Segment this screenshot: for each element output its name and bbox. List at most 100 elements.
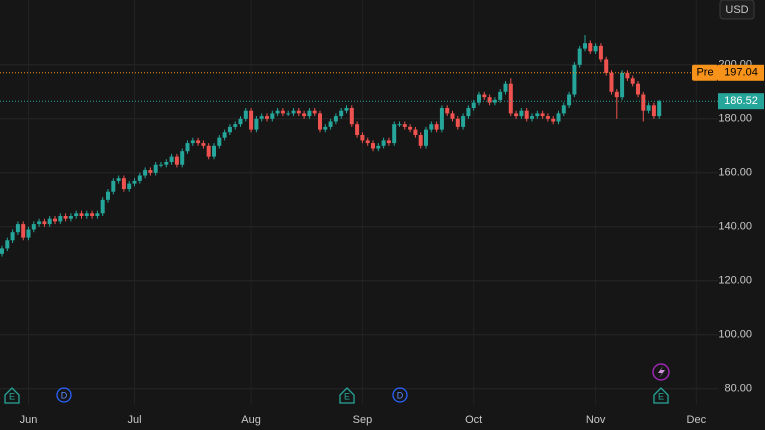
candle-body <box>212 145 216 157</box>
candle <box>137 172 142 184</box>
candle <box>222 129 227 141</box>
candle-body <box>174 156 179 165</box>
candle-body <box>609 72 614 92</box>
candle <box>588 40 593 54</box>
candle <box>614 89 619 119</box>
candle-body <box>15 224 20 233</box>
candle <box>392 121 397 146</box>
candle-body <box>408 126 413 130</box>
candle-body <box>270 113 275 119</box>
candle <box>503 81 508 95</box>
candle-body <box>63 216 68 219</box>
candle-body <box>620 72 625 98</box>
last-price-label: 186.52 <box>724 95 758 107</box>
candle-body <box>206 145 211 157</box>
candle <box>551 116 556 125</box>
candle <box>492 97 497 106</box>
candle-body <box>275 110 280 114</box>
candle-body <box>471 102 476 108</box>
event-marker[interactable]: E <box>4 387 20 404</box>
event-marker[interactable]: D <box>56 387 72 403</box>
candle <box>418 132 423 149</box>
candle <box>508 78 513 117</box>
candle-body <box>68 216 73 219</box>
currency-box[interactable] <box>719 0 755 20</box>
candle <box>646 102 651 114</box>
candle-body <box>238 118 243 125</box>
candle <box>190 137 195 146</box>
candle <box>148 167 153 176</box>
candle-body <box>651 105 656 117</box>
candle-body <box>159 164 163 166</box>
candle-body <box>328 121 333 127</box>
candle-body <box>349 108 354 125</box>
lightning-icon[interactable] <box>652 363 670 381</box>
candle-body <box>0 248 4 254</box>
x-tick-label: Aug <box>241 414 261 426</box>
candle-body <box>630 78 635 84</box>
candle-body <box>307 110 312 117</box>
candle <box>106 189 110 203</box>
candle-body <box>95 213 100 216</box>
candle-body <box>318 113 322 130</box>
candle <box>212 143 216 160</box>
candle-body <box>625 72 630 79</box>
candle-body <box>646 105 651 111</box>
candle-body <box>439 108 444 130</box>
candle <box>21 221 26 241</box>
candle-body <box>280 110 285 114</box>
y-tick-label: 180.00 <box>718 113 752 125</box>
candle-body <box>185 143 190 152</box>
candle-body <box>386 140 391 144</box>
candle-body <box>588 43 593 52</box>
candle <box>630 75 635 87</box>
candle-body <box>577 48 582 65</box>
candle-body <box>296 110 301 114</box>
candle <box>487 94 492 106</box>
candle <box>121 175 126 192</box>
event-marker[interactable]: E <box>653 387 669 404</box>
candle-body <box>143 170 148 176</box>
candle <box>111 178 116 195</box>
candle <box>254 116 259 133</box>
x-tick-label: Sep <box>353 414 373 426</box>
candle <box>461 113 466 130</box>
candle <box>477 91 481 106</box>
candle-body <box>323 126 328 130</box>
candle <box>58 213 63 225</box>
candle-body <box>265 116 269 119</box>
candle <box>386 137 391 146</box>
candle-body <box>84 213 89 216</box>
candle-body <box>376 145 381 149</box>
candle <box>349 105 354 127</box>
candle-body <box>429 124 434 130</box>
x-tick-label: Oct <box>465 414 482 426</box>
candle <box>577 45 582 68</box>
candle <box>275 108 280 117</box>
candle-body <box>402 124 407 127</box>
candle <box>424 126 428 149</box>
candle <box>556 110 561 125</box>
candle <box>344 105 349 114</box>
event-marker[interactable]: D <box>392 387 408 403</box>
candle-body <box>222 132 227 138</box>
candle <box>280 108 285 117</box>
candle <box>455 116 460 130</box>
event-marker[interactable]: E <box>339 387 355 404</box>
candle <box>439 105 444 133</box>
candle <box>42 218 47 227</box>
candle-body <box>53 218 57 222</box>
candle <box>397 121 402 127</box>
candle <box>227 124 232 135</box>
candle-body <box>31 224 36 230</box>
candle-body <box>636 83 640 95</box>
candle <box>561 102 566 117</box>
candle <box>286 110 291 117</box>
candle-body <box>477 94 481 103</box>
candle <box>371 140 375 152</box>
event-label: E <box>344 391 350 401</box>
candle-body <box>519 110 524 117</box>
candle-body <box>243 110 248 119</box>
